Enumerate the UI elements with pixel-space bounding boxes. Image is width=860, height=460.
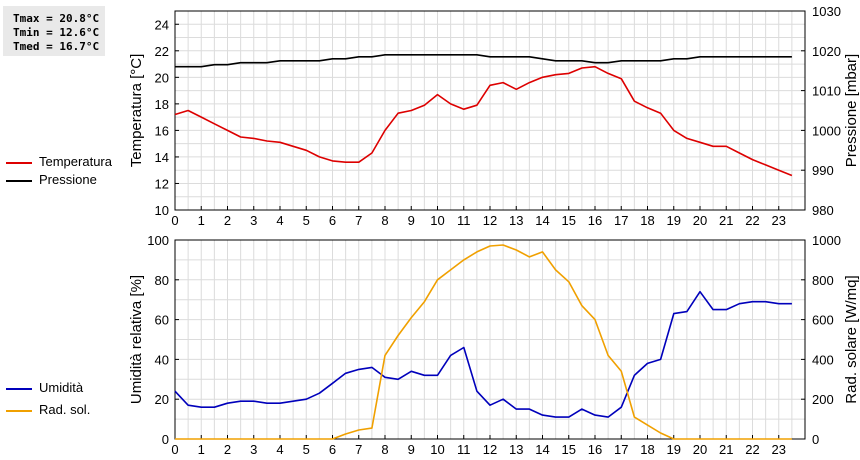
x-tick-label: 2 bbox=[224, 442, 231, 457]
x-tick-label: 17 bbox=[614, 213, 628, 228]
y2-tick-label: 1030 bbox=[812, 4, 841, 19]
legend-label-umidita: Umidità bbox=[39, 380, 84, 395]
legend-label-rad-sol: Rad. sol. bbox=[39, 402, 91, 417]
x-tick-label: 1 bbox=[198, 442, 205, 457]
tmin-label: Tmin = 12.6°C bbox=[13, 26, 100, 39]
x-tick-label: 4 bbox=[276, 213, 283, 228]
x-tick-label: 8 bbox=[381, 213, 388, 228]
x-tick-label: 3 bbox=[250, 442, 257, 457]
x-tick-label: 15 bbox=[562, 213, 576, 228]
y2-tick-label: 980 bbox=[812, 203, 834, 218]
x-tick-label: 22 bbox=[745, 213, 759, 228]
y-tick-label: 20 bbox=[155, 392, 169, 407]
x-tick-label: 12 bbox=[483, 442, 497, 457]
x-tick-label: 2 bbox=[224, 213, 231, 228]
x-tick-label: 23 bbox=[772, 213, 786, 228]
y-tick-label: 80 bbox=[155, 273, 169, 288]
y2-axis-label: Pressione [mbar] bbox=[843, 54, 860, 167]
x-tick-label: 16 bbox=[588, 442, 602, 457]
y-tick-label: 16 bbox=[155, 123, 169, 138]
x-tick-label: 11 bbox=[457, 213, 471, 228]
x-tick-label: 0 bbox=[171, 213, 178, 228]
x-tick-label: 21 bbox=[719, 213, 733, 228]
x-tick-label: 0 bbox=[171, 442, 178, 457]
y-tick-label: 60 bbox=[155, 313, 169, 328]
legend-label-temperatura: Temperatura bbox=[39, 154, 112, 169]
x-tick-label: 13 bbox=[509, 442, 523, 457]
y2-tick-label: 1020 bbox=[812, 44, 841, 59]
x-tick-label: 8 bbox=[381, 442, 388, 457]
y-tick-label: 10 bbox=[155, 203, 169, 218]
x-tick-label: 21 bbox=[719, 442, 733, 457]
y2-tick-label: 0 bbox=[812, 432, 819, 447]
x-tick-label: 1 bbox=[198, 213, 205, 228]
series-line-rad-sol bbox=[175, 244, 792, 440]
x-tick-label: 19 bbox=[667, 213, 681, 228]
y2-tick-label: 400 bbox=[812, 352, 834, 367]
x-tick-label: 9 bbox=[408, 213, 415, 228]
x-tick-label: 18 bbox=[640, 442, 654, 457]
y-tick-label: 0 bbox=[162, 432, 169, 447]
x-tick-label: 20 bbox=[693, 213, 707, 228]
x-tick-label: 4 bbox=[276, 442, 283, 457]
x-tick-label: 10 bbox=[430, 442, 444, 457]
x-tick-label: 6 bbox=[329, 442, 336, 457]
x-tick-label: 6 bbox=[329, 213, 336, 228]
y-tick-label: 20 bbox=[155, 70, 169, 85]
x-tick-label: 14 bbox=[535, 213, 549, 228]
legend-swatch-pressione bbox=[6, 180, 32, 182]
legend-swatch-temperatura bbox=[6, 162, 32, 164]
y2-tick-label: 1000 bbox=[812, 123, 841, 138]
y-tick-label: 100 bbox=[147, 233, 169, 248]
x-tick-label: 20 bbox=[693, 442, 707, 457]
series-line-pressione bbox=[175, 53, 792, 68]
y-tick-label: 12 bbox=[155, 176, 169, 191]
tmax-label: Tmax = 20.8°C bbox=[13, 12, 100, 25]
x-tick-label: 12 bbox=[483, 213, 497, 228]
series-line-umidit bbox=[174, 290, 792, 418]
y-tick-label: 24 bbox=[155, 17, 169, 32]
x-tick-label: 9 bbox=[408, 442, 415, 457]
x-tick-label: 5 bbox=[303, 213, 310, 228]
y-tick-label: 22 bbox=[155, 44, 169, 59]
x-tick-label: 5 bbox=[303, 442, 310, 457]
x-tick-label: 15 bbox=[562, 442, 576, 457]
x-tick-label: 13 bbox=[509, 213, 523, 228]
x-tick-label: 7 bbox=[355, 213, 362, 228]
x-tick-label: 18 bbox=[640, 213, 654, 228]
x-tick-label: 11 bbox=[457, 442, 471, 457]
x-tick-label: 16 bbox=[588, 213, 602, 228]
legend-label-pressione: Pressione bbox=[39, 172, 97, 187]
legend-swatch-rad-sol bbox=[6, 410, 32, 412]
x-tick-label: 17 bbox=[614, 442, 628, 457]
x-tick-label: 23 bbox=[772, 442, 786, 457]
y2-tick-label: 200 bbox=[812, 392, 834, 407]
series-line-temperatura bbox=[174, 65, 793, 177]
y2-tick-label: 600 bbox=[812, 313, 834, 328]
y2-axis-label: Rad. solare [W/mq] bbox=[843, 275, 860, 403]
y-tick-label: 40 bbox=[155, 352, 169, 367]
x-tick-label: 7 bbox=[355, 442, 362, 457]
y2-tick-label: 800 bbox=[812, 273, 834, 288]
x-tick-label: 22 bbox=[745, 442, 759, 457]
x-tick-label: 14 bbox=[535, 442, 549, 457]
x-tick-label: 3 bbox=[250, 213, 257, 228]
stats-box: Tmax = 20.8°C Tmin = 12.6°C Tmed = 16.7°… bbox=[3, 6, 105, 56]
y2-tick-label: 1000 bbox=[812, 233, 841, 248]
x-tick-label: 10 bbox=[430, 213, 444, 228]
y-axis-label: Temperatura [°C] bbox=[128, 54, 145, 168]
legend-swatch-umidita bbox=[6, 388, 32, 390]
x-tick-label: 19 bbox=[667, 442, 681, 457]
y-tick-label: 14 bbox=[155, 150, 169, 165]
y-axis-label: Umidità relativa [%] bbox=[128, 275, 145, 404]
y2-tick-label: 1010 bbox=[812, 84, 841, 99]
tmed-label: Tmed = 16.7°C bbox=[13, 40, 100, 53]
y-tick-label: 18 bbox=[155, 97, 169, 112]
y2-tick-label: 990 bbox=[812, 163, 834, 178]
